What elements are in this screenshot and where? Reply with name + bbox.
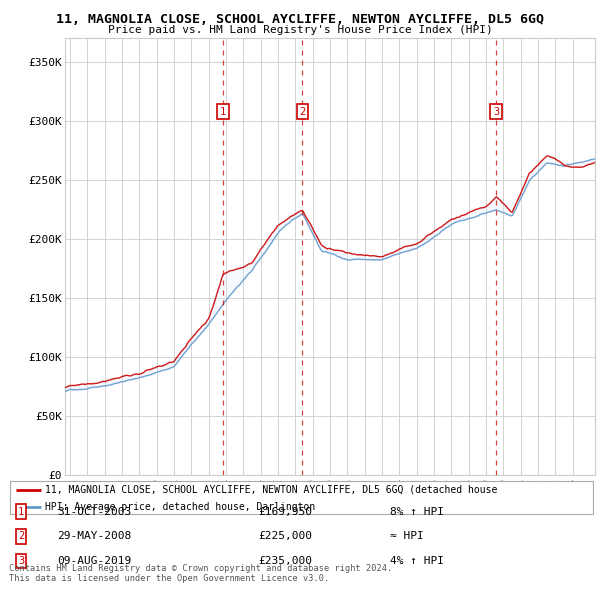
Text: 8% ↑ HPI: 8% ↑ HPI xyxy=(390,507,444,516)
Text: 31-OCT-2003: 31-OCT-2003 xyxy=(57,507,131,516)
Text: 2: 2 xyxy=(299,107,305,116)
Text: 29-MAY-2008: 29-MAY-2008 xyxy=(57,532,131,541)
Text: £169,950: £169,950 xyxy=(258,507,312,516)
Text: ≈ HPI: ≈ HPI xyxy=(390,532,424,541)
Text: HPI: Average price, detached house, Darlington: HPI: Average price, detached house, Darl… xyxy=(45,502,316,512)
Text: 09-AUG-2019: 09-AUG-2019 xyxy=(57,556,131,566)
Text: 1: 1 xyxy=(18,507,24,516)
Text: 1: 1 xyxy=(220,107,226,116)
Text: £225,000: £225,000 xyxy=(258,532,312,541)
Text: 3: 3 xyxy=(18,556,24,566)
Text: Contains HM Land Registry data © Crown copyright and database right 2024.
This d: Contains HM Land Registry data © Crown c… xyxy=(9,563,392,583)
Text: Price paid vs. HM Land Registry's House Price Index (HPI): Price paid vs. HM Land Registry's House … xyxy=(107,25,493,35)
Text: 11, MAGNOLIA CLOSE, SCHOOL AYCLIFFE, NEWTON AYCLIFFE, DL5 6GQ: 11, MAGNOLIA CLOSE, SCHOOL AYCLIFFE, NEW… xyxy=(56,13,544,26)
Text: 3: 3 xyxy=(493,107,499,116)
Text: 2: 2 xyxy=(18,532,24,541)
Text: 4% ↑ HPI: 4% ↑ HPI xyxy=(390,556,444,566)
Text: 11, MAGNOLIA CLOSE, SCHOOL AYCLIFFE, NEWTON AYCLIFFE, DL5 6GQ (detached house: 11, MAGNOLIA CLOSE, SCHOOL AYCLIFFE, NEW… xyxy=(45,485,497,495)
Text: £235,000: £235,000 xyxy=(258,556,312,566)
FancyBboxPatch shape xyxy=(10,481,593,514)
